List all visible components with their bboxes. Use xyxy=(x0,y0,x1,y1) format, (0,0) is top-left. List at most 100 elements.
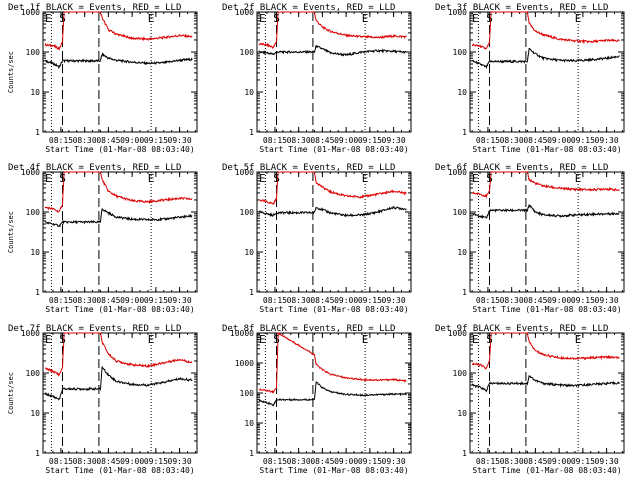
x-tick-label: 08:15 xyxy=(476,296,500,305)
series-line-lld xyxy=(471,11,620,50)
panel-det-9: Det 9f BLACK = Events, RED = LLD 1 10 100 10… xyxy=(435,324,625,475)
event-marker-s: S xyxy=(59,12,66,25)
plot-frame xyxy=(256,11,412,133)
x-tick-label: 08:30 xyxy=(73,296,97,305)
panel-title: Det 3f BLACK = Events, RED = LLD xyxy=(435,3,608,13)
event-marker-s: S xyxy=(59,333,66,346)
panel-det-1: Det 1f BLACK = Events, RED = LLD 1 10 100 10… xyxy=(7,3,198,154)
y-tick-label: 10 xyxy=(30,409,40,418)
series-line-events xyxy=(45,208,193,228)
x-tick-label: 08:15 xyxy=(263,457,287,466)
y-tick-label: 10 xyxy=(457,409,467,418)
x-axis-label: Start Time (01-Mar-08 08:03:40) xyxy=(472,145,621,154)
series-line-lld xyxy=(44,171,193,214)
event-marker-e: E xyxy=(472,12,479,25)
x-axis-label: Start Time (01-Mar-08 08:03:40) xyxy=(259,305,408,314)
panel-det-7: Det 7f BLACK = Events, RED = LLD 1 10 100 10… xyxy=(7,324,198,475)
x-axis-label: Start Time (01-Mar-08 08:03:40) xyxy=(472,466,621,475)
x-axis-label: Start Time (01-Mar-08 08:03:40) xyxy=(259,466,408,475)
x-axis-label: Start Time (01-Mar-08 08:03:40) xyxy=(45,305,194,314)
y-axis-label: Counts/sec xyxy=(7,51,15,93)
y-tick-label: 10 xyxy=(457,88,467,97)
y-tick-label: 100 xyxy=(26,208,41,217)
x-tick-label: 09:15 xyxy=(571,136,595,145)
y-tick-label: 1000 xyxy=(235,168,254,177)
event-marker-e: E xyxy=(575,12,582,25)
x-axis-label: Start Time (01-Mar-08 08:03:40) xyxy=(259,145,408,154)
x-tick-label: 09:30 xyxy=(382,296,406,305)
y-tick-label: 1 xyxy=(249,449,254,458)
y-axis-label: Counts/sec xyxy=(7,211,15,253)
panel-title: Det 1f BLACK = Events, RED = LLD xyxy=(8,3,181,13)
y-tick-label: 1 xyxy=(249,128,254,137)
x-tick-label: 09:30 xyxy=(168,296,192,305)
y-tick-label: 1000 xyxy=(235,359,254,368)
event-marker-s: S xyxy=(486,333,493,346)
x-tick-label: 09:30 xyxy=(382,457,406,466)
x-tick-label: 09:15 xyxy=(358,296,382,305)
y-tick-label: 100 xyxy=(26,48,41,57)
y-tick-label: 100 xyxy=(453,208,468,217)
y-tick-label: 1000 xyxy=(21,8,40,17)
series-line-events xyxy=(471,47,620,70)
y-tick-label: 100 xyxy=(240,389,255,398)
plot-frame xyxy=(256,332,412,454)
x-tick-label: 09:15 xyxy=(358,136,382,145)
x-tick-label: 08:30 xyxy=(287,296,311,305)
x-tick-label: 08:30 xyxy=(500,136,524,145)
x-tick-label: 09:30 xyxy=(595,296,619,305)
x-tick-label: 08:45 xyxy=(310,296,334,305)
panel-title: Det 8f BLACK = Events, RED = LLD xyxy=(222,324,395,334)
y-tick-label: 1000 xyxy=(448,8,467,17)
y-tick-label: 100 xyxy=(26,369,41,378)
event-marker-e: E xyxy=(362,172,369,185)
event-marker-s: S xyxy=(486,12,493,25)
y-axis-label: Counts/sec xyxy=(7,372,15,414)
event-marker-s: S xyxy=(59,172,66,185)
x-tick-label: 09:00 xyxy=(120,457,144,466)
series-line-lld xyxy=(258,171,407,205)
y-tick-label: 1 xyxy=(35,288,40,297)
series-line-lld xyxy=(44,332,193,377)
panel-title: Det 7f BLACK = Events, RED = LLD xyxy=(8,324,181,334)
y-tick-label: 1000 xyxy=(448,329,467,338)
event-marker-e: E xyxy=(45,172,52,185)
x-tick-label: 09:15 xyxy=(571,296,595,305)
x-tick-label: 09:00 xyxy=(334,457,358,466)
x-tick-label: 09:15 xyxy=(358,457,382,466)
x-tick-label: 08:30 xyxy=(73,457,97,466)
x-tick-label: 08:30 xyxy=(287,457,311,466)
y-tick-label: 100 xyxy=(453,369,468,378)
y-tick-label: 10 xyxy=(244,248,254,257)
x-tick-label: 09:30 xyxy=(595,457,619,466)
x-tick-label: 08:30 xyxy=(500,296,524,305)
panel-title: Det 2f BLACK = Events, RED = LLD xyxy=(222,3,395,13)
y-tick-label: 10 xyxy=(457,248,467,257)
y-tick-label: 1 xyxy=(249,288,254,297)
series-line-events xyxy=(259,45,407,57)
x-tick-label: 09:00 xyxy=(120,136,144,145)
y-tick-label: 1000 xyxy=(448,168,467,177)
x-tick-label: 08:15 xyxy=(263,136,287,145)
event-marker-e: E xyxy=(45,12,52,25)
y-tick-label: 100 xyxy=(240,48,255,57)
x-tick-label: 08:45 xyxy=(96,136,120,145)
event-marker-s: S xyxy=(273,172,280,185)
x-tick-label: 09:15 xyxy=(144,296,168,305)
series-line-events xyxy=(471,374,620,393)
plot-frame xyxy=(42,171,198,293)
event-marker-e: E xyxy=(148,12,155,25)
y-tick-label: 1000 xyxy=(21,168,40,177)
event-marker-e: E xyxy=(148,172,155,185)
y-tick-label: 10 xyxy=(30,248,40,257)
y-tick-label: 1000 xyxy=(235,8,254,17)
event-marker-e: E xyxy=(259,172,266,185)
x-axis-label: Start Time (01-Mar-08 08:03:40) xyxy=(45,145,194,154)
x-tick-label: 09:30 xyxy=(168,457,192,466)
x-axis-label: Start Time (01-Mar-08 08:03:40) xyxy=(45,466,194,475)
event-marker-e: E xyxy=(259,333,266,346)
panel-det-6: Det 6f BLACK = Events, RED = LLD 1 10 100 10… xyxy=(435,163,625,314)
x-tick-label: 09:30 xyxy=(382,136,406,145)
x-tick-label: 08:30 xyxy=(73,136,97,145)
